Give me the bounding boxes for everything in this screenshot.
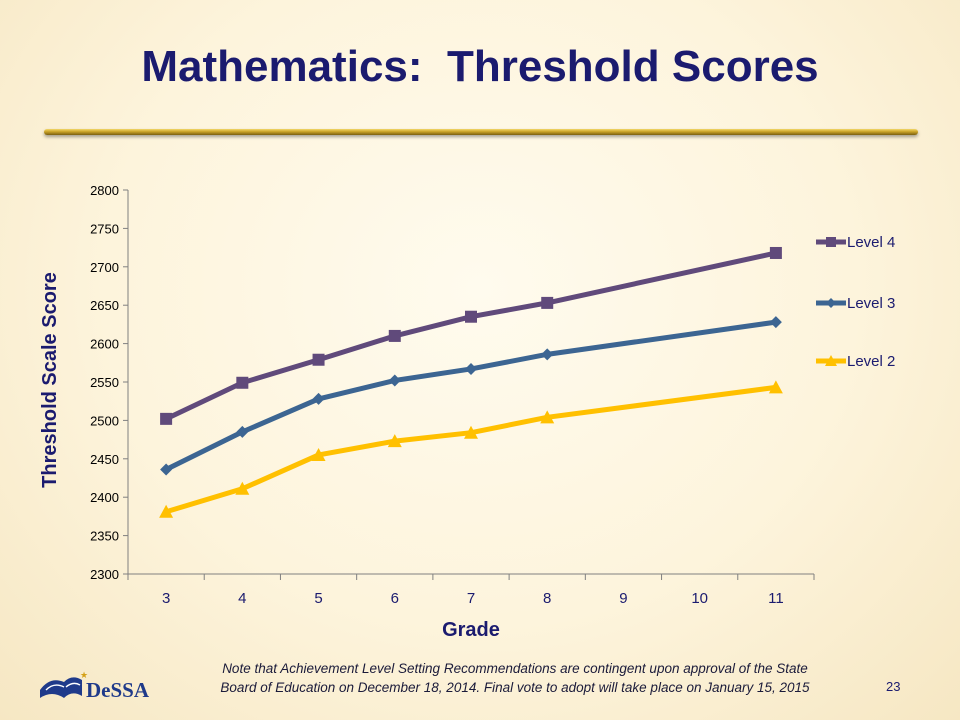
legend-label: Level 4 — [847, 234, 895, 251]
footnote: Note that Achievement Level Setting Reco… — [160, 659, 870, 697]
legend-label: Level 2 — [847, 353, 895, 370]
footnote-line-1: Note that Achievement Level Setting Reco… — [222, 661, 808, 676]
y-tick-label: 2650 — [90, 298, 119, 313]
book-icon — [40, 677, 82, 698]
data-point — [387, 434, 402, 448]
data-point — [312, 353, 325, 366]
data-point — [769, 316, 782, 329]
y-tick-label: 2300 — [90, 567, 119, 582]
data-point — [769, 246, 782, 259]
data-point — [465, 310, 477, 323]
data-point — [465, 362, 477, 375]
data-point — [388, 374, 401, 387]
legend-label: Level 3 — [847, 295, 895, 312]
data-point — [311, 447, 326, 461]
x-tick-label: 7 — [467, 590, 475, 607]
x-tick-label: 3 — [162, 590, 170, 607]
footnote-line-2: Board of Education on December 18, 2014.… — [220, 680, 810, 695]
page-number: 23 — [886, 679, 901, 694]
x-tick-label: 4 — [238, 590, 246, 607]
data-point — [388, 329, 401, 342]
y-tick-label: 2600 — [90, 337, 119, 352]
x-tick-label: 8 — [543, 590, 551, 607]
data-point — [160, 463, 173, 476]
logo-text: DeSSA — [86, 678, 150, 702]
series-line-level-3 — [165, 319, 777, 472]
title-divider — [44, 129, 918, 135]
data-point — [159, 504, 174, 518]
x-tick-label: 9 — [619, 590, 627, 607]
legend-marker — [825, 355, 837, 366]
data-point — [464, 425, 478, 439]
legend-marker — [826, 298, 836, 308]
data-point — [160, 412, 173, 425]
y-tick-label: 2750 — [90, 221, 119, 236]
series-line-level-2 — [165, 384, 777, 515]
data-point — [236, 425, 249, 438]
data-point — [768, 380, 783, 394]
x-tick-label: 5 — [314, 590, 322, 607]
y-tick-label: 2550 — [90, 375, 119, 390]
data-point — [541, 296, 554, 309]
legend-marker — [826, 237, 836, 247]
y-tick-label: 2400 — [90, 490, 119, 505]
data-point — [312, 392, 325, 405]
x-tick-label: 10 — [691, 590, 708, 607]
data-point — [540, 410, 555, 424]
data-point — [236, 376, 249, 389]
y-tick-label: 2800 — [90, 183, 119, 198]
y-axis-title: Threshold Scale Score — [39, 272, 61, 488]
y-tick-label: 2450 — [90, 452, 119, 467]
y-tick-label: 2500 — [90, 413, 119, 428]
x-tick-label: 11 — [768, 590, 784, 607]
slide-title: Mathematics: Threshold Scores — [141, 42, 819, 91]
data-point — [541, 348, 554, 361]
dessa-logo: ★ DeSSA — [40, 671, 150, 702]
x-axis-title: Grade — [442, 619, 500, 641]
x-tick-label: 6 — [391, 590, 399, 607]
y-tick-label: 2350 — [90, 529, 119, 544]
y-tick-label: 2700 — [90, 260, 119, 275]
logo-star-icon: ★ — [80, 671, 88, 681]
data-point — [235, 481, 250, 495]
